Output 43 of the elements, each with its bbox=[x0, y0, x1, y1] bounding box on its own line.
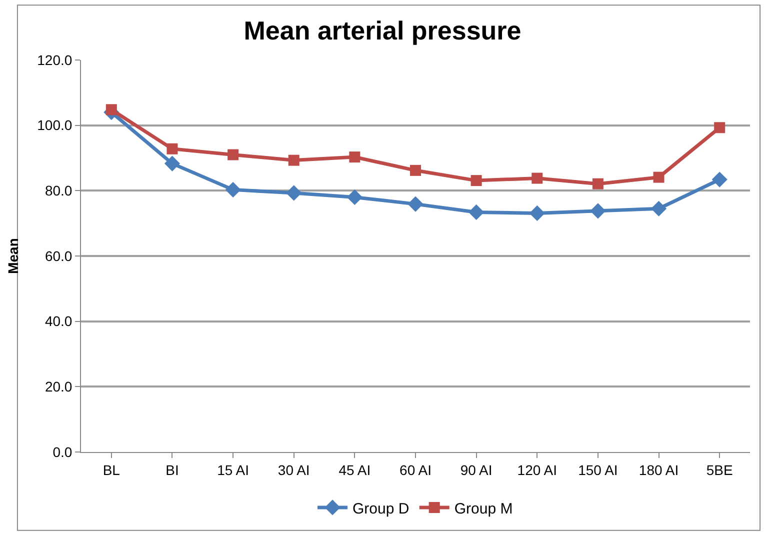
point bbox=[228, 149, 239, 160]
x-tick-label: 60 AI bbox=[400, 462, 432, 478]
point bbox=[225, 182, 241, 198]
point bbox=[532, 172, 543, 184]
point bbox=[590, 203, 606, 219]
point bbox=[653, 172, 664, 183]
point bbox=[166, 143, 178, 154]
legend-label: Group D bbox=[352, 500, 410, 518]
y-tick-label: 60.0 bbox=[44, 248, 72, 264]
chart-title: Mean arterial pressure bbox=[244, 16, 522, 46]
y-tick-label: 120.0 bbox=[37, 52, 72, 68]
point bbox=[164, 156, 180, 172]
y-tick-label: 0.0 bbox=[52, 444, 72, 460]
x-tick-label: BL bbox=[102, 462, 120, 478]
point bbox=[410, 164, 421, 176]
point bbox=[529, 205, 545, 222]
x-tick-label: 45 AI bbox=[338, 462, 371, 478]
y-tick-label: 80.0 bbox=[44, 182, 72, 199]
point bbox=[408, 196, 424, 212]
y-tick-label: 40.0 bbox=[44, 313, 72, 330]
x-tick-label: 180 AI bbox=[638, 462, 679, 478]
x-tick-label: 30 AI bbox=[278, 462, 310, 478]
point bbox=[714, 122, 726, 134]
point bbox=[286, 185, 302, 201]
point bbox=[106, 104, 117, 116]
point bbox=[288, 154, 300, 166]
legend-label: Group M bbox=[454, 500, 513, 518]
x-tick-label: BI bbox=[166, 462, 179, 478]
point bbox=[470, 175, 482, 186]
point bbox=[349, 152, 360, 163]
y-tick-label: 100.0 bbox=[37, 117, 72, 134]
x-tick-label: 120 AI bbox=[517, 462, 557, 478]
point bbox=[650, 200, 667, 216]
y-tick-label: 20.0 bbox=[44, 378, 72, 395]
x-tick-label: 90 AI bbox=[460, 462, 492, 478]
point bbox=[468, 204, 484, 220]
point bbox=[712, 172, 728, 188]
x-tick-label: 5BE bbox=[706, 462, 733, 478]
point bbox=[346, 189, 362, 205]
y-axis-title: Mean bbox=[4, 238, 21, 274]
x-tick-label: 15 AI bbox=[217, 462, 250, 478]
x-tick-label: 150 AI bbox=[578, 462, 618, 478]
point bbox=[592, 178, 604, 190]
